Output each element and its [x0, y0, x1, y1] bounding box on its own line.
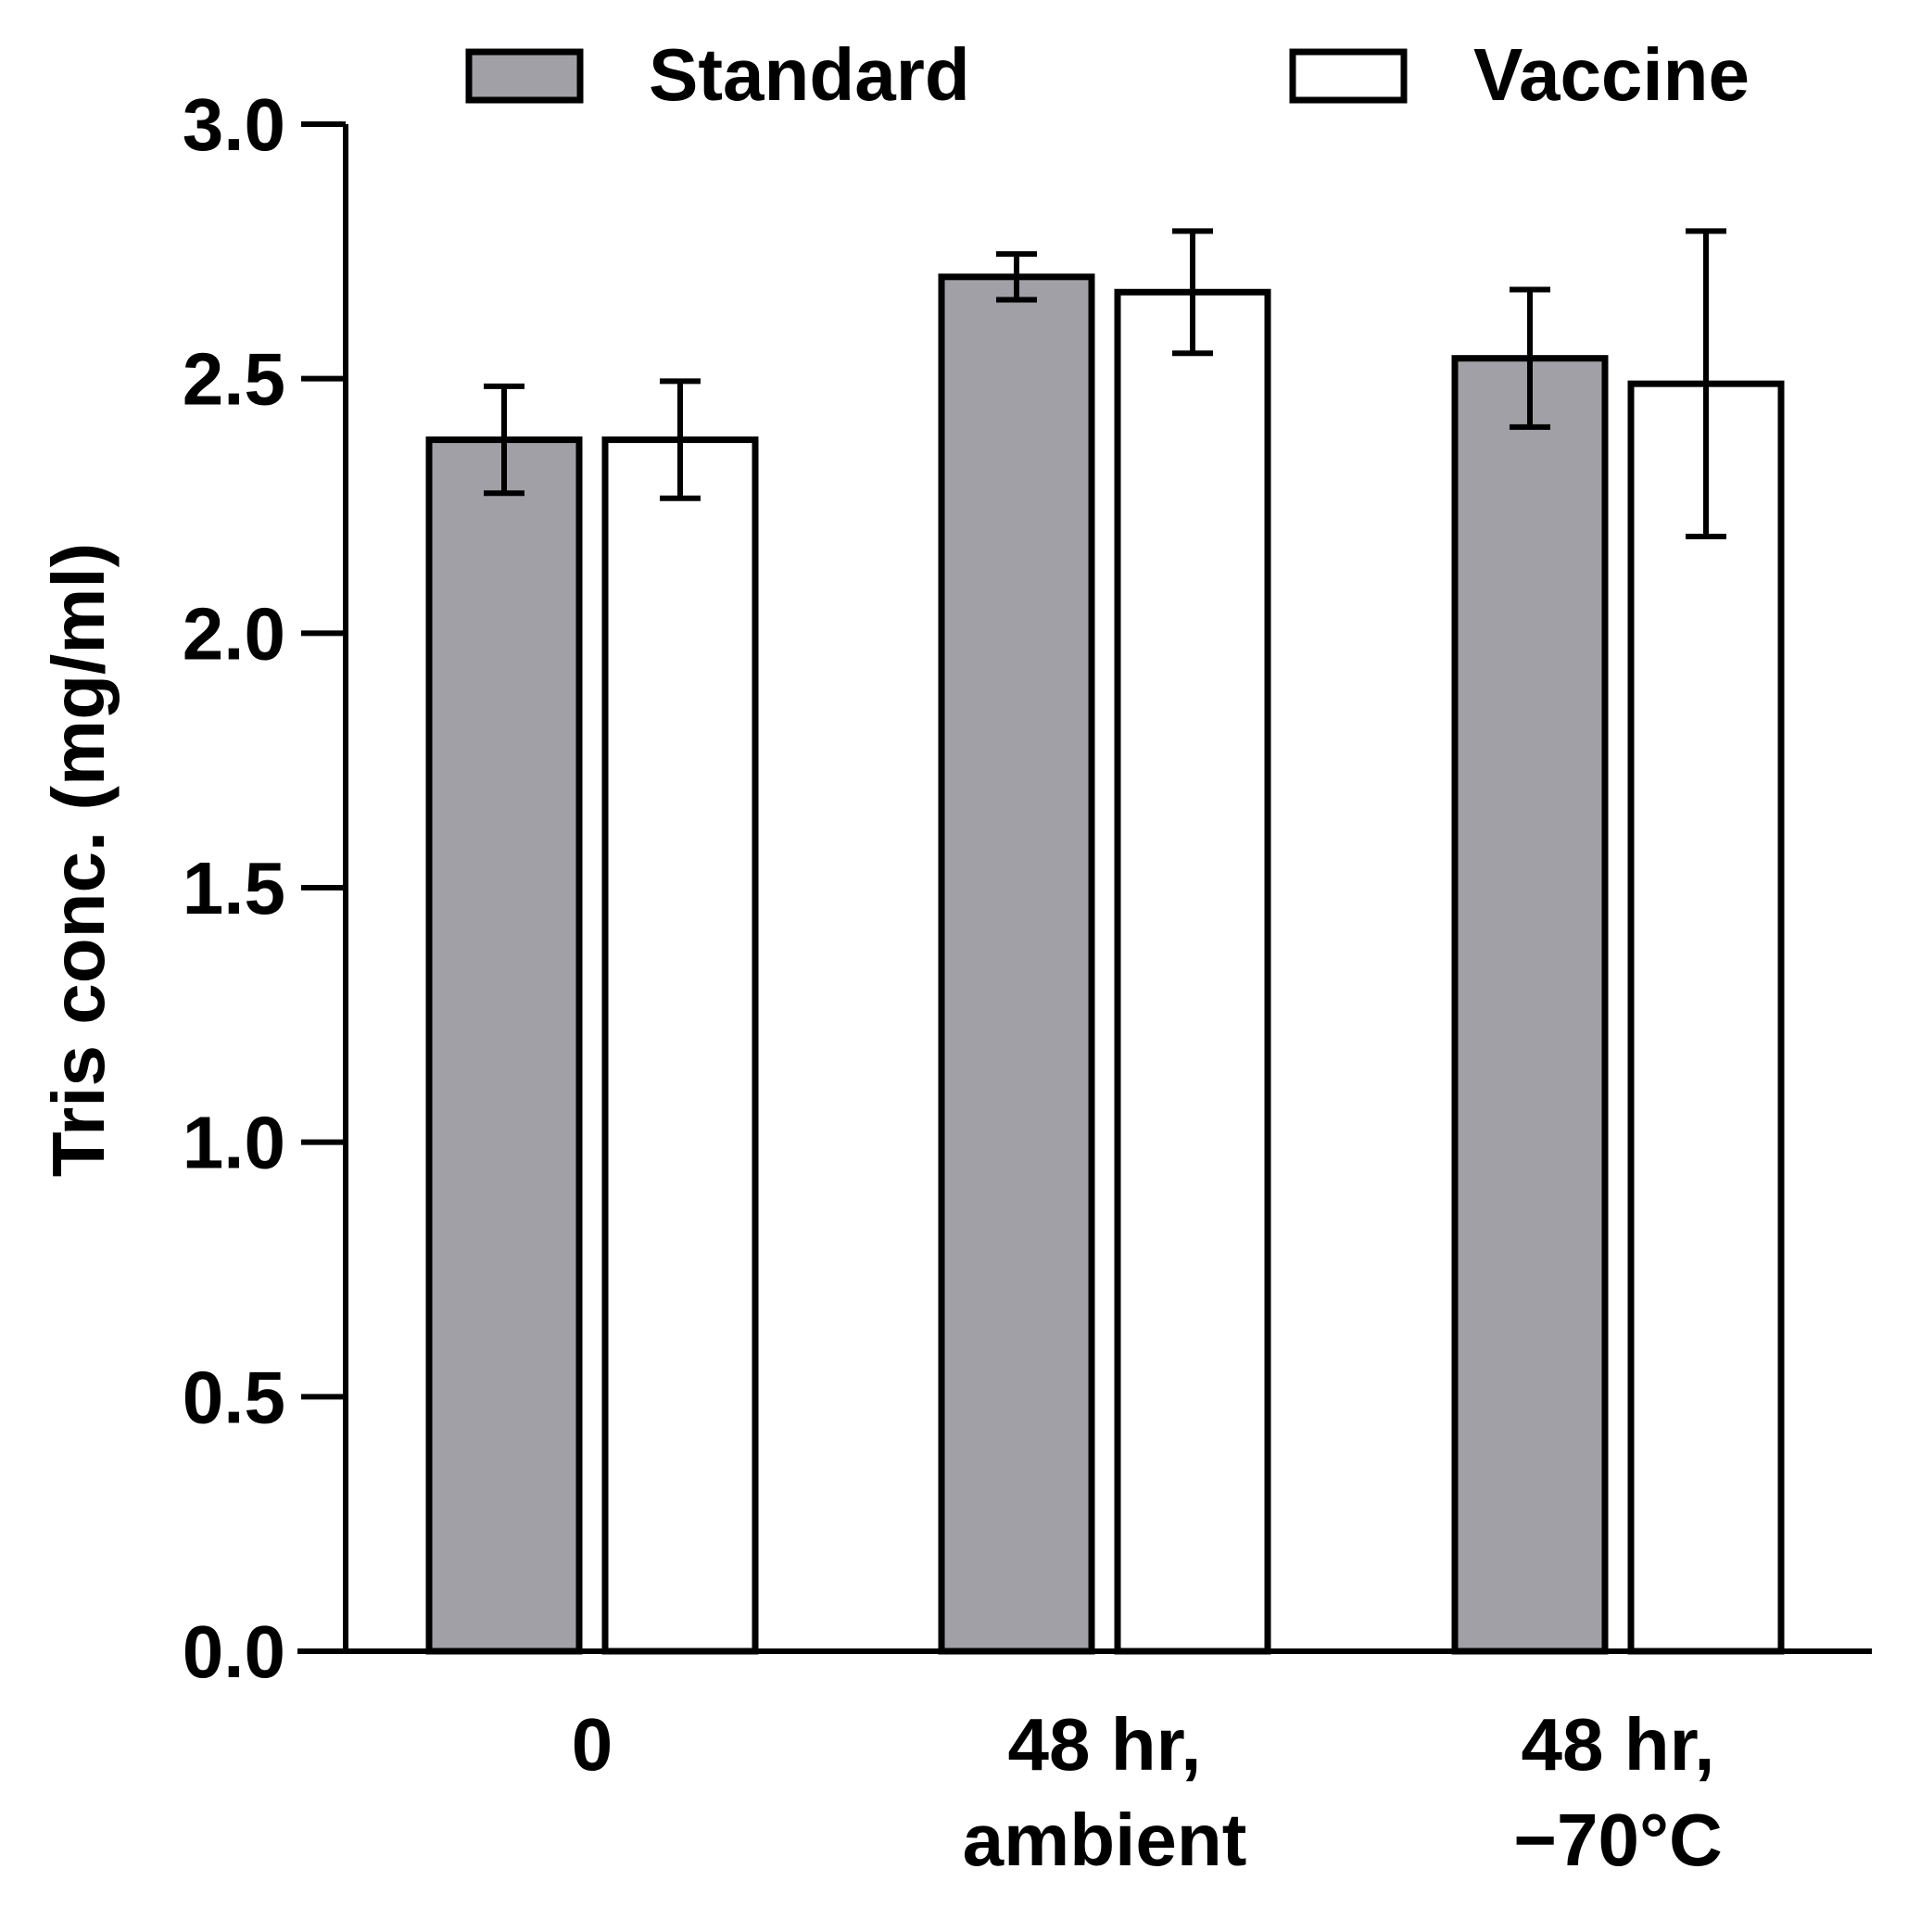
y-tick-label: 0.5	[183, 1356, 285, 1438]
bar-vaccine-1	[1114, 288, 1271, 1655]
y-tick-label: 1.0	[183, 1102, 285, 1184]
bar-vaccine-0	[601, 436, 759, 1655]
y-axis-title: Tris conc. (mg/ml)	[37, 543, 120, 1178]
bars-layer	[425, 273, 1785, 1655]
bar-standard-2	[1451, 355, 1609, 1655]
x-category-label: 48 hr,	[1521, 1703, 1714, 1786]
y-tick-label: 2.0	[183, 592, 285, 675]
y-tick-label: 1.5	[183, 847, 285, 929]
bar-standard-0	[425, 436, 583, 1655]
x-category-label: −70°C	[1513, 1799, 1722, 1881]
y-ticks: 0.0 0.5 1.0 1.5 2.0 2.5 3.0	[183, 83, 346, 1693]
y-tick-label: 2.5	[183, 338, 285, 421]
x-category-label: 48 hr,	[1007, 1703, 1201, 1786]
bar-vaccine-2	[1627, 380, 1785, 1655]
legend-swatch-vaccine	[1289, 48, 1408, 104]
bar-standard-1	[938, 273, 1095, 1655]
legend: Standard Vaccine	[465, 33, 1750, 116]
legend-label-vaccine: Vaccine	[1473, 33, 1750, 116]
legend-swatch-standard	[465, 48, 584, 104]
error-bars-layer	[484, 228, 1726, 539]
legend-label-standard: Standard	[649, 33, 970, 116]
x-category-labels: 0 48 hr, ambient 48 hr, −70°C	[572, 1703, 1723, 1881]
x-category-label: ambient	[963, 1799, 1247, 1881]
y-tick-label: 0.0	[183, 1610, 285, 1693]
x-category-label: 0	[572, 1703, 613, 1786]
y-tick-label: 3.0	[183, 83, 285, 166]
